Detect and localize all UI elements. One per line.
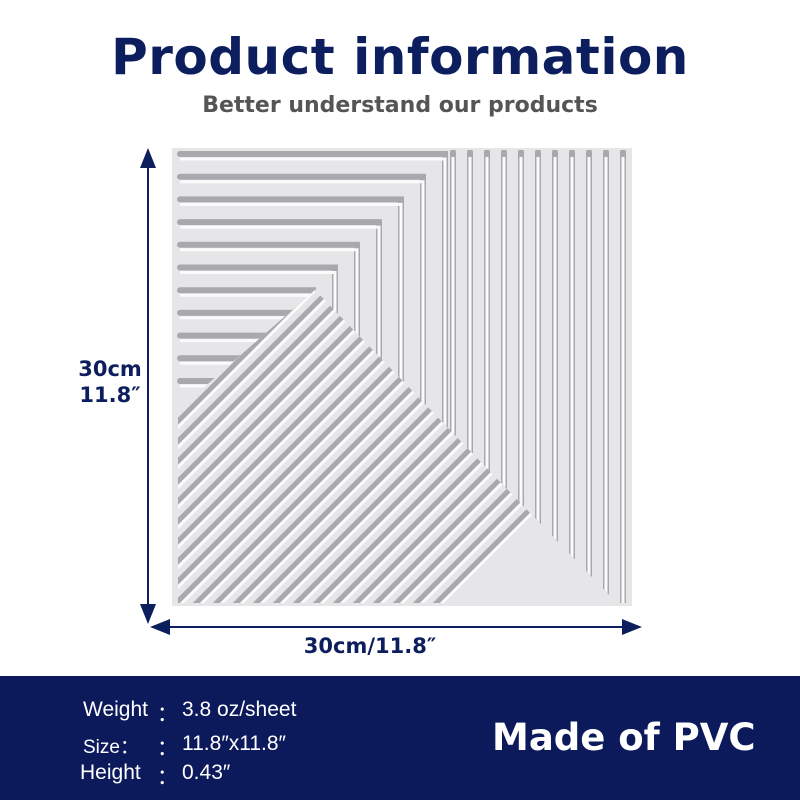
panel-ridge [178, 290, 542, 603]
panel-groove [178, 290, 617, 603]
spec-size-label: Size： [83, 737, 139, 758]
width-dimension: 30cm/11.8″ [303, 634, 437, 658]
product-panel-image [140, 148, 642, 635]
spec-size-value: 11.8″x11.8″ [182, 732, 286, 755]
spec-weight-value: 3.8 oz/sheet [182, 698, 297, 721]
panel-ridge [398, 290, 617, 603]
spec-weight-sep: ： [157, 703, 178, 726]
spec-height-sep: ： [157, 766, 178, 789]
spec-height-label: Height [80, 761, 141, 784]
spec-height-value: 0.43″ [182, 761, 231, 784]
material-label: Made of PVC [492, 716, 756, 759]
panel-ridge [178, 290, 617, 603]
panel-ridge [178, 290, 617, 603]
panel-groove [397, 290, 617, 603]
panel-groove [178, 290, 503, 603]
panel-ridge [178, 290, 582, 603]
panel-ridge [178, 290, 602, 603]
panel-ridge [178, 290, 462, 603]
panel-groove [178, 290, 523, 603]
spec-weight-label: Weight [83, 698, 148, 721]
panel-ridge [178, 290, 482, 603]
panel-groove [417, 290, 617, 603]
panel-groove [178, 290, 617, 603]
height-in: 11.8″ [79, 383, 141, 407]
height-cm: 30cm [78, 357, 142, 381]
page-subtitle: Better understand our products [202, 93, 598, 118]
panel-groove [178, 290, 563, 603]
panel-groove [178, 290, 463, 603]
panel-groove [178, 290, 443, 603]
panel-ridge [418, 290, 617, 603]
panel-groove [178, 290, 483, 603]
panel-ridge [178, 290, 522, 603]
height-dimension: 30cm 11.8″ [50, 356, 170, 408]
panel-groove [178, 290, 583, 603]
spec-band [0, 676, 800, 800]
panel-groove [178, 290, 603, 603]
page-title: Product information [111, 28, 689, 86]
panel-ridge [178, 290, 502, 603]
spec-size-sep: ： [157, 737, 178, 760]
panel-groove [178, 290, 543, 603]
panel-ridge [178, 290, 562, 603]
panel-ridge [178, 290, 442, 603]
